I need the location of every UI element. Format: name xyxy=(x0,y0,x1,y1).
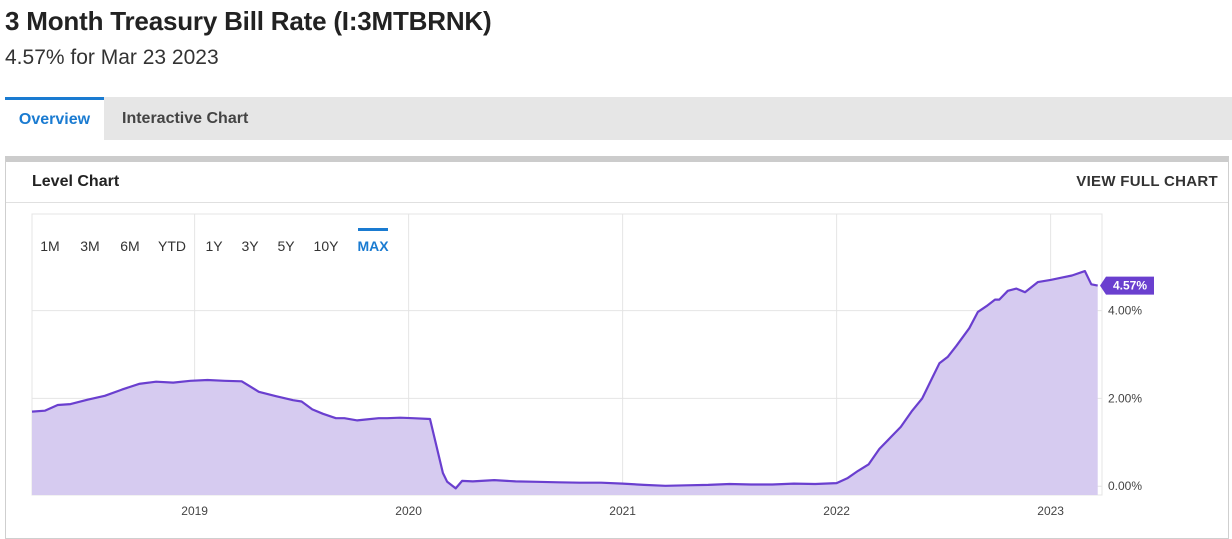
x-tick-label: 2021 xyxy=(609,504,636,518)
x-tick-label: 2019 xyxy=(181,504,208,518)
x-tick-label: 2022 xyxy=(823,504,850,518)
range-button-10y[interactable]: 10Y xyxy=(314,238,340,254)
x-tick-label: 2023 xyxy=(1037,504,1064,518)
range-button-5y[interactable]: 5Y xyxy=(277,238,295,254)
range-button-3y[interactable]: 3Y xyxy=(241,238,259,254)
series-area xyxy=(32,271,1098,495)
range-button-3m[interactable]: 3M xyxy=(80,238,99,254)
range-button-ytd[interactable]: YTD xyxy=(158,238,186,254)
last-value-label: 4.57% xyxy=(1113,279,1147,293)
x-tick-label: 2020 xyxy=(395,504,422,518)
y-tick-label: 0.00% xyxy=(1108,479,1142,493)
range-button-max[interactable]: MAX xyxy=(357,238,389,254)
range-button-6m[interactable]: 6M xyxy=(120,238,139,254)
y-tick-label: 4.00% xyxy=(1108,304,1142,318)
range-button-1y[interactable]: 1Y xyxy=(205,238,223,254)
range-button-1m[interactable]: 1M xyxy=(40,238,59,254)
y-tick-label: 2.00% xyxy=(1108,391,1142,405)
range-button-active-indicator xyxy=(358,228,388,231)
